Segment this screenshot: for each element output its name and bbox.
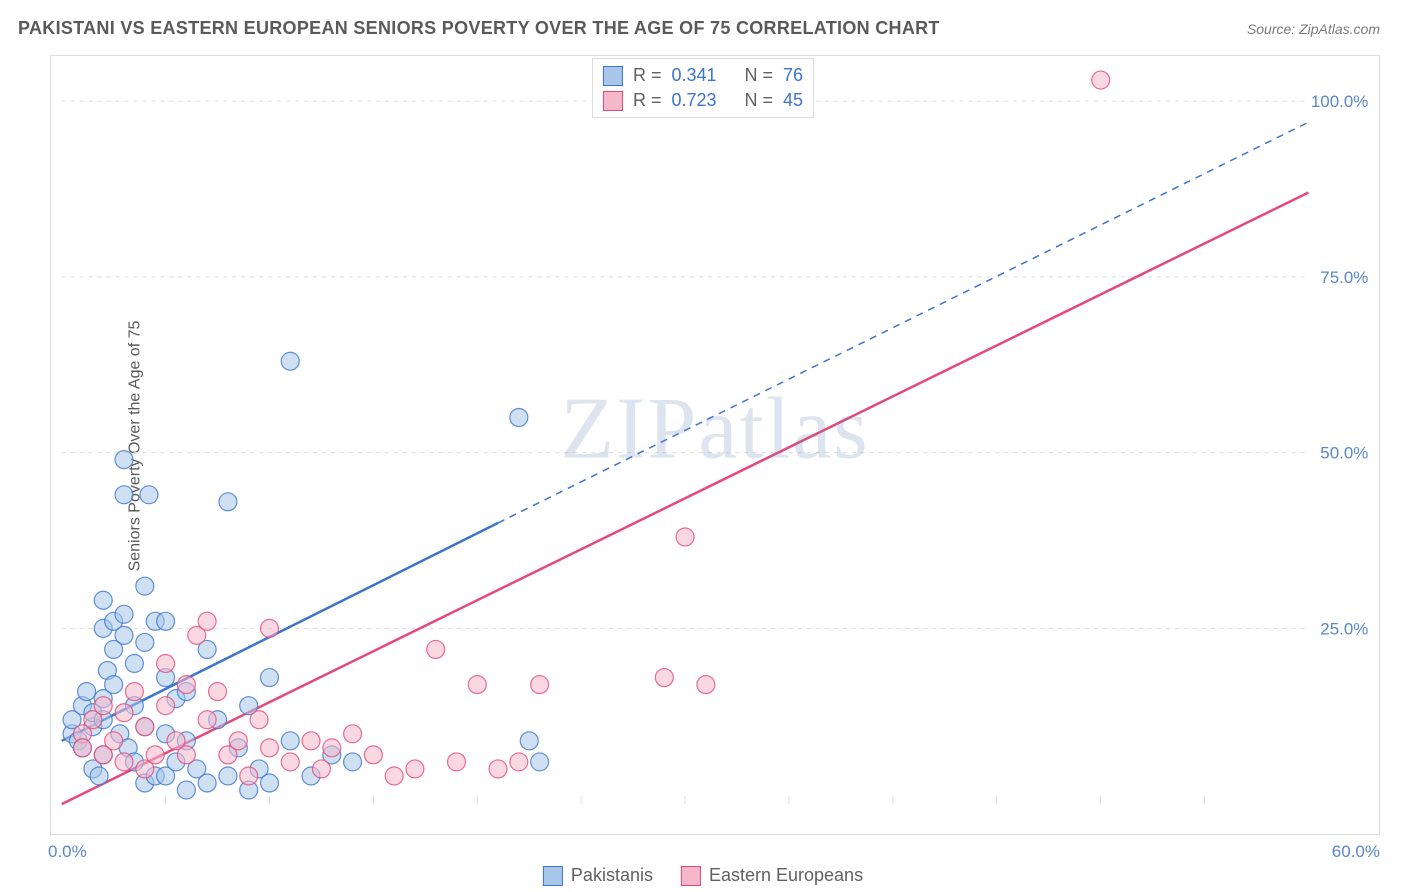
chart-title: PAKISTANI VS EASTERN EUROPEAN SENIORS PO…: [18, 18, 940, 39]
svg-text:50.0%: 50.0%: [1320, 444, 1368, 463]
stats-row: R = 0.723 N = 45: [603, 88, 803, 113]
r-label: R =: [633, 90, 662, 111]
r-value: 0.723: [671, 90, 716, 111]
n-value: 76: [783, 65, 803, 86]
svg-text:100.0%: 100.0%: [1311, 92, 1368, 111]
source-attribution: Source: ZipAtlas.com: [1247, 21, 1380, 37]
series-swatch-icon: [603, 91, 623, 111]
svg-text:75.0%: 75.0%: [1320, 268, 1368, 287]
series-swatch-icon: [543, 866, 563, 886]
x-tick-label: 60.0%: [1332, 842, 1380, 862]
stats-row: R = 0.341 N = 76: [603, 63, 803, 88]
legend-item: Eastern Europeans: [681, 865, 863, 886]
plot-canvas: 25.0% 50.0% 75.0% 100.0%: [51, 56, 1379, 834]
series-legend: Pakistanis Eastern Europeans: [543, 865, 863, 886]
svg-text:25.0%: 25.0%: [1320, 619, 1368, 638]
n-label: N =: [745, 65, 774, 86]
x-tick-label: 0.0%: [48, 842, 87, 862]
legend-item: Pakistanis: [543, 865, 653, 886]
legend-label: Pakistanis: [571, 865, 653, 886]
correlation-stats-legend: R = 0.341 N = 76 R = 0.723 N = 45: [592, 58, 814, 118]
r-label: R =: [633, 65, 662, 86]
series-swatch-icon: [603, 66, 623, 86]
legend-label: Eastern Europeans: [709, 865, 863, 886]
series-swatch-icon: [681, 866, 701, 886]
r-value: 0.341: [671, 65, 716, 86]
n-label: N =: [745, 90, 774, 111]
n-value: 45: [783, 90, 803, 111]
scatter-plot: 25.0%50.0%75.0%100.0% ZIPatlas: [50, 55, 1380, 835]
